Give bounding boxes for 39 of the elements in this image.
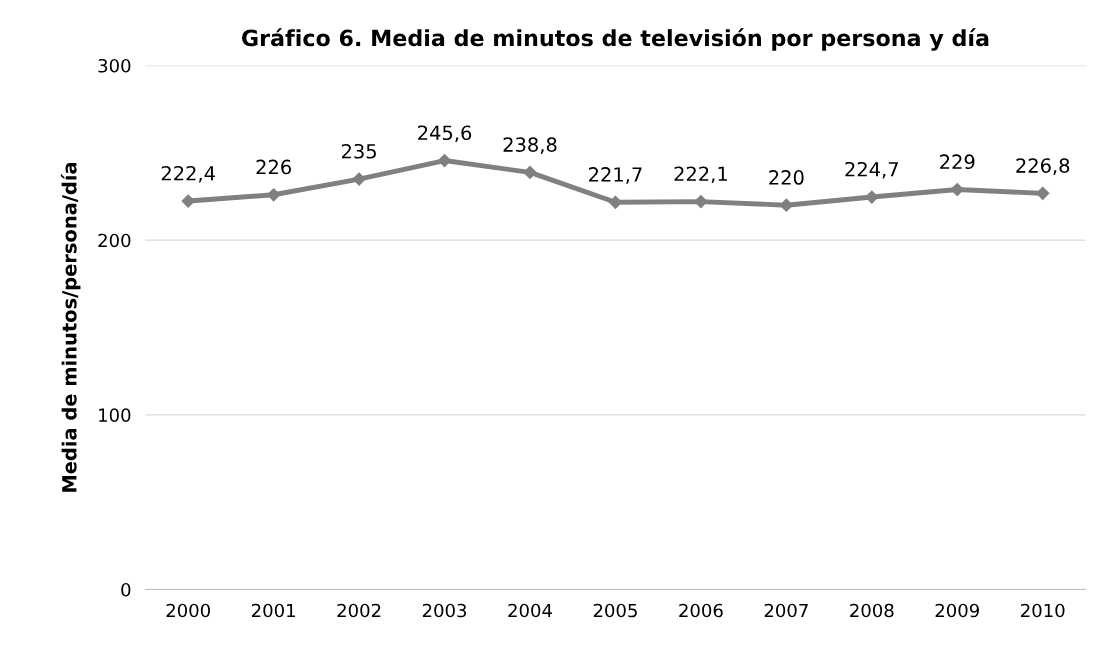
x-tick-label: 2004 <box>508 603 552 618</box>
data-label: 235 <box>341 143 376 159</box>
data-label: 229 <box>940 154 975 170</box>
data-label: 238,8 <box>503 137 557 154</box>
point <box>267 188 281 202</box>
x-tick-label: 2005 <box>593 603 637 618</box>
point <box>694 194 708 209</box>
point <box>181 194 195 208</box>
data-label: 224,7 <box>845 161 898 179</box>
point <box>950 182 964 197</box>
x-tick-label: 2006 <box>679 603 723 618</box>
data-label: 222,1 <box>674 166 727 184</box>
chart-title: Gráfico 6. Media de minutos de televisión por persona y día <box>241 28 989 51</box>
x-tick-label: 2009 <box>935 603 979 618</box>
x-tick-label: 2000 <box>166 603 210 618</box>
data-label: 220 <box>769 170 804 185</box>
point <box>608 195 623 209</box>
point <box>437 153 452 168</box>
x-tick-label: 2010 <box>1021 603 1065 618</box>
x-tick-label: 2007 <box>764 603 808 618</box>
x-tick-label: 2001 <box>251 603 295 618</box>
point <box>865 190 879 204</box>
data-label: 222,4 <box>161 165 215 183</box>
y-tick-label: 200 <box>98 233 131 248</box>
point <box>1036 186 1050 200</box>
y-tick-label: 300 <box>98 58 131 73</box>
point <box>352 172 366 186</box>
data-label: 221,7 <box>589 167 642 184</box>
point <box>779 198 793 212</box>
x-tick-label: 2008 <box>850 603 894 618</box>
data-label: 226,8 <box>1016 158 1070 175</box>
data-label: 245,6 <box>418 125 472 143</box>
y-tick-label: 100 <box>99 408 131 422</box>
x-tick-label: 2003 <box>422 603 467 618</box>
y-tick-label: 0 <box>121 582 131 597</box>
point <box>523 165 537 179</box>
x-tick-label: 2002 <box>337 603 381 618</box>
y-axis-title: Media de minutos/persona/día <box>60 162 81 492</box>
data-label: 226 <box>256 159 291 175</box>
